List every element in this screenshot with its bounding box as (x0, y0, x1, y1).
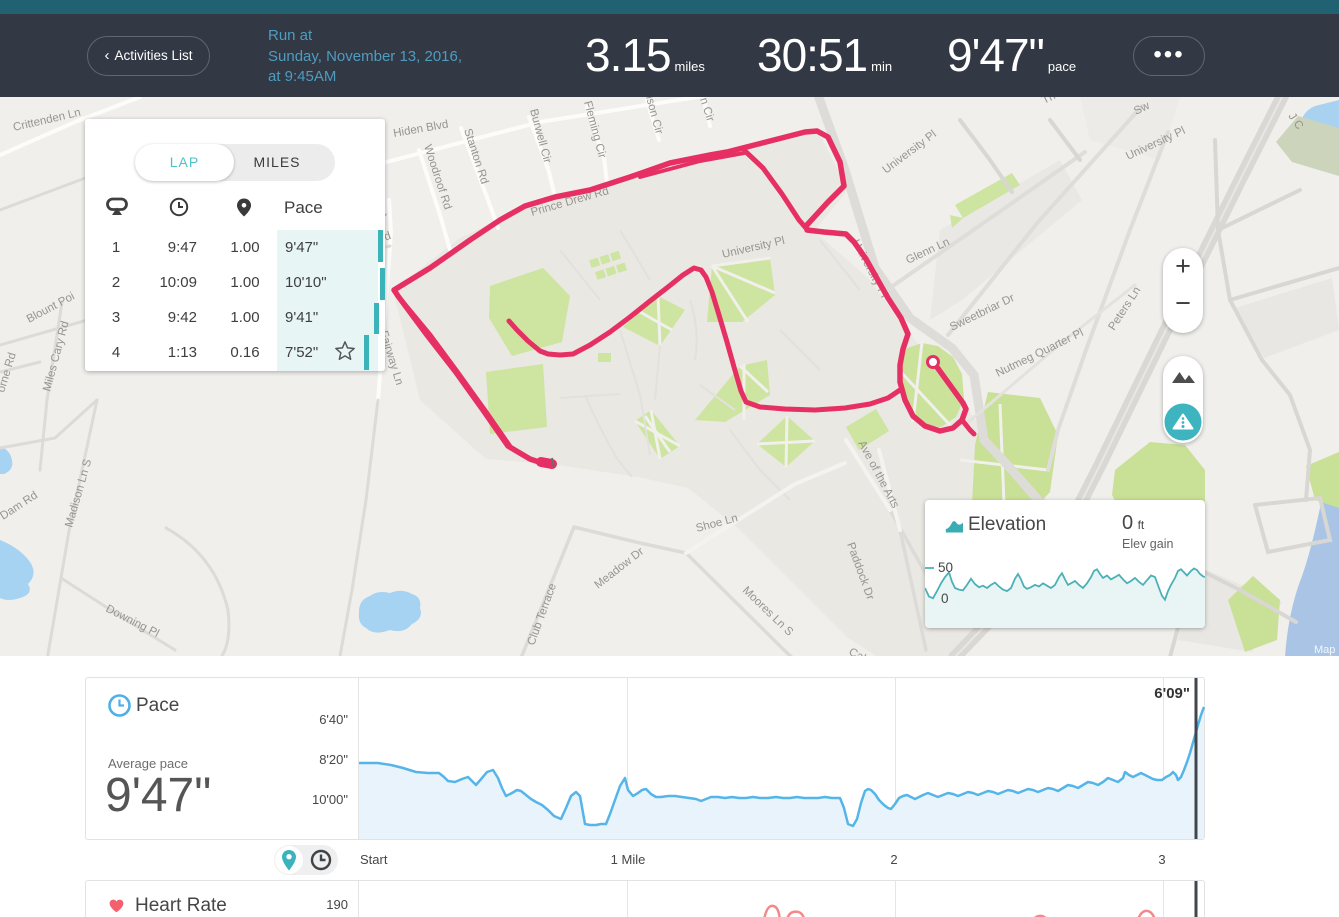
svg-text:Cal: Cal (847, 646, 868, 656)
svg-text:Th: Th (1040, 97, 1057, 107)
svg-text:6'09": 6'09" (1154, 685, 1190, 702)
svg-text:Map d: Map d (1314, 644, 1339, 656)
